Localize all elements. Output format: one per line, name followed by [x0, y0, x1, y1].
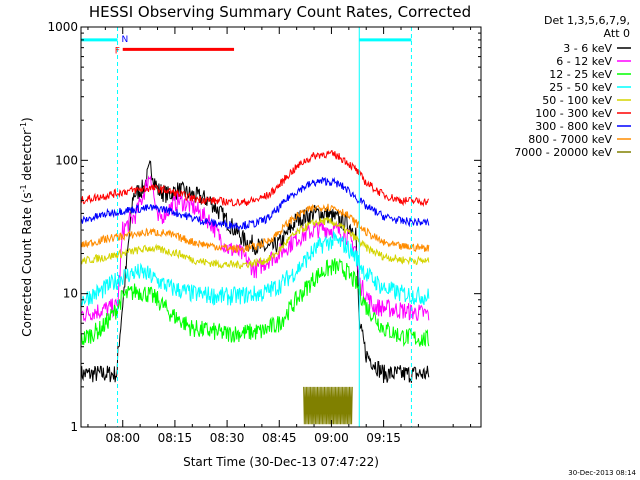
- legend-label-300-800: 300 - 800 keV: [535, 120, 612, 133]
- series-25-50-keV: [80, 230, 430, 307]
- series-100-300-keV: [80, 150, 430, 208]
- annotation-layer: NF: [81, 27, 412, 427]
- y-tick-label: 1: [70, 420, 78, 434]
- legend-label-800-7000: 800 - 7000 keV: [528, 133, 612, 146]
- flare-label: F: [115, 46, 120, 56]
- legend-label-7000-20000: 7000 - 20000 keV: [514, 146, 612, 159]
- y-tick-label: 100: [55, 153, 78, 167]
- x-tick-label: 09:00: [314, 431, 349, 445]
- legend-header-2: Att 0: [604, 27, 630, 40]
- timestamp: 30-Dec-2013 08:14: [568, 469, 636, 477]
- legend-label-6-12: 6 - 12 keV: [556, 55, 612, 68]
- series-800-7000-keV: [80, 203, 430, 254]
- series-300-800-keV: [80, 176, 430, 231]
- x-tick-label: 08:00: [105, 431, 140, 445]
- x-axis-label: Start Time (30-Dec-13 07:47:22): [183, 455, 379, 469]
- tick-layer: 08:00 08:15 08:30 08:45 09:00 09:15 1 10 100 1000: [47, 20, 481, 445]
- y-tick-label: 10: [63, 287, 78, 301]
- series-6-12-keV: [80, 175, 430, 323]
- plot-frame: [80, 26, 482, 428]
- x-tick-label: 08:45: [262, 431, 297, 445]
- chart-title: HESSI Observing Summary Count Rates, Cor…: [89, 3, 471, 21]
- legend-label-3-6: 3 - 6 keV: [563, 42, 612, 55]
- legend-label-50-100: 50 - 100 keV: [542, 94, 612, 107]
- y-tick-label: 1000: [47, 20, 78, 34]
- legend-label-100-300: 100 - 300 keV: [535, 107, 612, 120]
- night-label: N: [122, 35, 129, 45]
- legend-label-25-50: 25 - 50 keV: [549, 81, 612, 94]
- x-tick-label: 08:30: [210, 431, 245, 445]
- series-50-100-keV: [80, 216, 430, 270]
- series-layer: [80, 150, 430, 425]
- x-tick-label: 09:15: [366, 431, 401, 445]
- series-12-25-keV: [80, 258, 430, 348]
- x-tick-label: 08:15: [158, 431, 193, 445]
- y-axis-label: Corrected Count Rate (s-1 detector-1): [19, 117, 34, 336]
- legend-label-12-25: 12 - 25 keV: [549, 68, 612, 81]
- series-7000-20000-keV: [303, 386, 353, 425]
- legend-header-1: Det 1,3,5,6,7,9,: [544, 14, 630, 27]
